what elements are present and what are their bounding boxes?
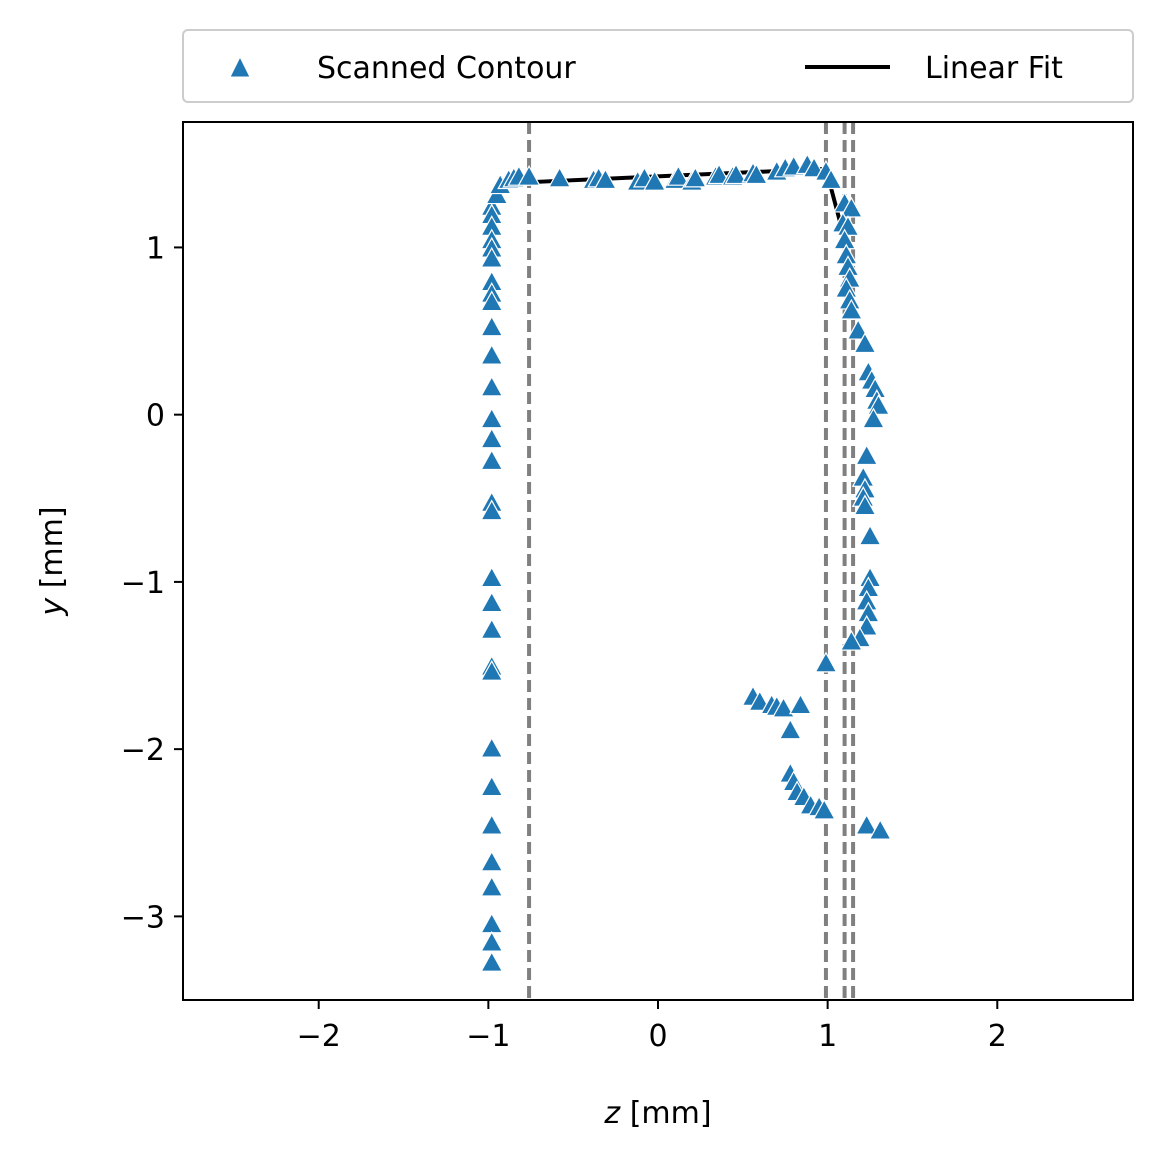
x-tick-label: 0 (648, 1019, 667, 1054)
data-point-10 (480, 343, 504, 365)
data-point-52 (744, 163, 768, 185)
data-point-50 (724, 163, 748, 185)
y-tick-label: 0 (146, 399, 165, 434)
y-tick-label: −3 (121, 900, 165, 935)
data-point-12 (480, 407, 504, 429)
data-point-26 (480, 875, 504, 897)
legend: Scanned Contour Linear Fit (182, 29, 1134, 103)
data-point-99 (778, 718, 802, 740)
data-point-28 (480, 930, 504, 952)
data-point-42 (643, 169, 667, 191)
data-point-97 (772, 696, 796, 718)
data-point-27 (480, 912, 504, 934)
data-point-21 (480, 659, 504, 681)
data-point-108 (868, 818, 892, 840)
data-point-13 (480, 427, 504, 449)
data-point-72 (853, 332, 877, 354)
data-point-91 (839, 629, 863, 651)
y-axis-label-var: y (35, 597, 70, 617)
data-point-11 (480, 375, 504, 397)
data-point-17 (480, 566, 504, 588)
data-point-29 (480, 950, 504, 972)
data-point-36 (548, 166, 572, 188)
plot-frame (182, 121, 1134, 1001)
x-axis-label-unit: [mm] (620, 1096, 711, 1131)
data-point-18 (480, 591, 504, 613)
data-point-61 (839, 196, 863, 218)
y-axis-label-unit: [mm] (35, 506, 70, 597)
legend-label-scanned-contour: Scanned Contour (317, 51, 576, 86)
data-point-79 (855, 444, 879, 466)
data-point-48 (707, 163, 731, 185)
x-tick-label: 2 (988, 1019, 1007, 1054)
data-point-44 (666, 164, 690, 186)
data-point-98 (788, 693, 813, 715)
x-axis-ticks: −2 −1 0 1 2 (297, 1000, 1007, 1054)
x-axis-label: z [mm] (603, 1096, 711, 1131)
data-point-35 (517, 164, 541, 186)
x-tick-label: 1 (818, 1019, 837, 1054)
data-point-78 (861, 407, 885, 429)
data-point-107 (855, 813, 879, 835)
data-point-59 (819, 168, 843, 190)
data-point-92 (814, 651, 838, 673)
vertical-reference-lines (527, 122, 856, 1000)
data-point-9 (480, 315, 504, 337)
data-point-25 (480, 850, 504, 872)
data-point-19 (480, 618, 504, 640)
data-point-70 (839, 298, 863, 320)
y-axis-ticks: −3 −2 −1 0 1 (121, 231, 183, 935)
data-point-22 (480, 736, 504, 758)
data-point-14 (480, 449, 504, 471)
x-tick-label: −2 (297, 1019, 341, 1054)
data-point-71 (846, 318, 870, 340)
data-point-106 (812, 798, 836, 820)
data-point-24 (480, 813, 504, 835)
y-axis-label: y [mm] (35, 506, 70, 616)
data-point-84 (858, 524, 882, 546)
legend-scatter-marker (229, 55, 251, 78)
y-tick-label: 1 (146, 231, 165, 266)
data-point-8 (480, 290, 504, 312)
data-point-16 (480, 499, 504, 521)
data-point-23 (480, 775, 504, 797)
data-point-39 (593, 168, 617, 190)
legend-frame (182, 29, 1134, 103)
x-axis-label-var: z (603, 1096, 621, 1131)
scanned-contour-series (480, 153, 892, 972)
x-tick-label: −1 (466, 1019, 510, 1054)
y-tick-label: −1 (121, 566, 165, 601)
data-point-5 (480, 246, 504, 268)
data-point-83 (853, 494, 877, 516)
data-point-46 (683, 166, 707, 188)
y-tick-label: −2 (121, 733, 165, 768)
legend-label-linear-fit: Linear Fit (925, 51, 1063, 86)
